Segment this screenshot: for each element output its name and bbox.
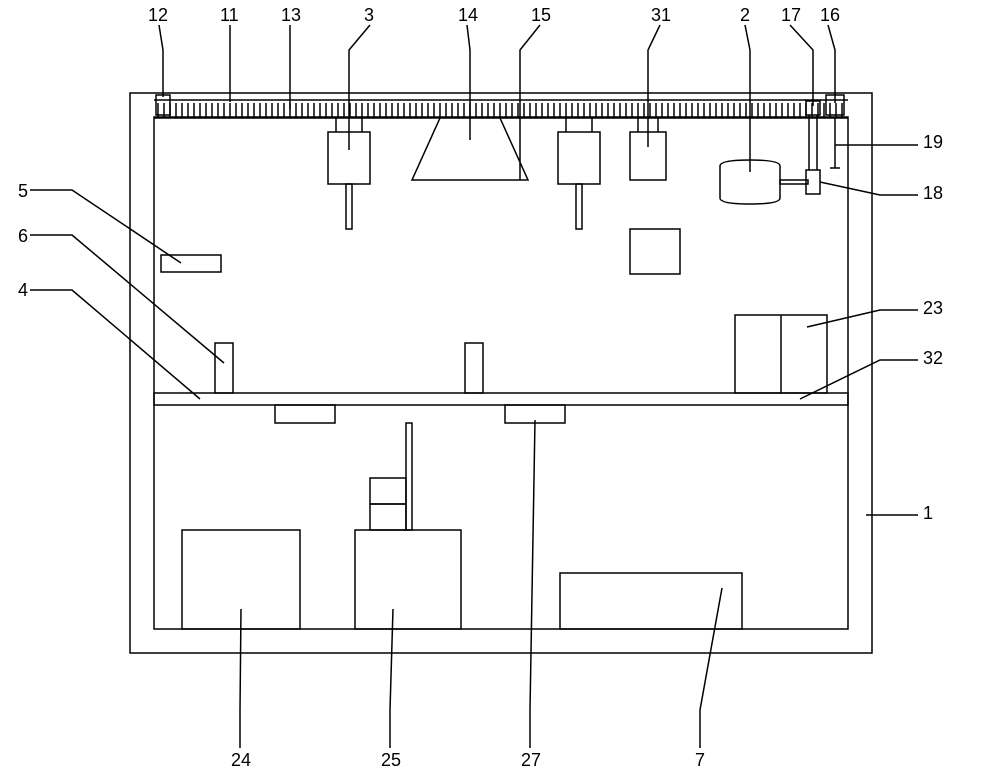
press-stem-0 — [346, 184, 352, 229]
leader-right-23 — [807, 310, 918, 327]
leader-left-5 — [30, 190, 181, 263]
label-19: 19 — [923, 132, 943, 152]
leader-top-12 — [159, 25, 163, 97]
label-2: 2 — [740, 5, 750, 25]
lower-mid-step2 — [370, 478, 406, 504]
left-block — [161, 255, 221, 272]
label-31: 31 — [651, 5, 671, 25]
label-24: 24 — [231, 750, 251, 770]
motor-shaft — [780, 180, 808, 184]
mid-stem — [406, 423, 412, 530]
inner-housing — [154, 117, 848, 629]
rail-hatching — [158, 103, 842, 117]
label-12: 12 — [148, 5, 168, 25]
press-head-0 — [630, 229, 680, 274]
leader-bottom-25 — [390, 609, 393, 748]
label-14: 14 — [458, 5, 478, 25]
leader-bottom-7 — [700, 588, 722, 748]
label-15: 15 — [531, 5, 551, 25]
leader-left-4 — [30, 290, 200, 399]
divider-plate — [154, 393, 848, 405]
under-tab-0 — [275, 405, 335, 423]
label-23: 23 — [923, 298, 943, 318]
press-stem-1 — [576, 184, 582, 229]
leader-bottom-27 — [530, 420, 535, 748]
outer-housing — [130, 93, 872, 653]
leader-top-14 — [467, 25, 470, 140]
label-18: 18 — [923, 183, 943, 203]
leader-right-18 — [820, 182, 918, 195]
label-4: 4 — [18, 280, 28, 300]
leader-top-17 — [790, 25, 813, 106]
label-1: 1 — [923, 503, 933, 523]
press-upper-1 — [558, 132, 600, 184]
lower-mid-box — [355, 530, 461, 629]
diagram-canvas: 1211133141531217161918233215642425277 — [0, 0, 1000, 782]
leader-top-2 — [745, 25, 750, 172]
label-3: 3 — [364, 5, 374, 25]
label-27: 27 — [521, 750, 541, 770]
post-left — [215, 343, 233, 393]
label-11: 11 — [220, 5, 239, 25]
label-5: 5 — [18, 181, 28, 201]
label-13: 13 — [281, 5, 301, 25]
post-mid — [465, 343, 483, 393]
label-32: 32 — [923, 348, 943, 368]
label-7: 7 — [695, 750, 705, 770]
lower-mid-step1 — [370, 504, 406, 530]
label-16: 16 — [820, 5, 840, 25]
lower-right-box — [560, 573, 742, 629]
label-25: 25 — [381, 750, 401, 770]
leader-top-16 — [828, 25, 835, 103]
label-17: 17 — [781, 5, 801, 25]
leader-top-15 — [520, 25, 540, 180]
leader-left-6 — [30, 235, 224, 363]
leader-bottom-24 — [240, 609, 241, 748]
label-6: 6 — [18, 226, 28, 246]
